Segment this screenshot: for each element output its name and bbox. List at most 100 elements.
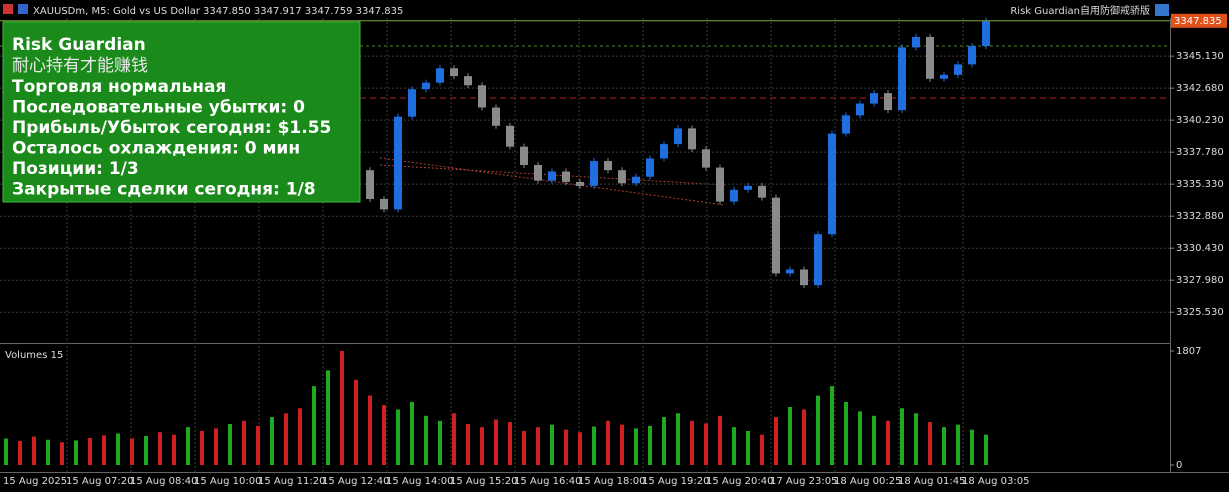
candle (492, 107, 500, 126)
x-tick-label: 15 Aug 11:20 (258, 476, 325, 487)
candle (926, 36, 934, 79)
volume-bar (676, 413, 680, 465)
candle (716, 167, 724, 202)
panel-line: Последовательные убытки: 0 (12, 98, 305, 118)
candle (772, 197, 780, 274)
volume-bar (564, 429, 568, 465)
candle (898, 47, 906, 111)
volume-bar (368, 395, 372, 465)
x-tick-label: 15 Aug 08:40 (130, 476, 197, 487)
volume-bar (326, 370, 330, 465)
volume-bar (928, 422, 932, 465)
volume-bar (872, 415, 876, 465)
candle (576, 181, 584, 186)
volume-bar (186, 427, 190, 465)
volume-bar (172, 434, 176, 465)
volume-bar (214, 428, 218, 465)
candle (646, 158, 654, 177)
panel-line: Торговля нормальная (12, 77, 226, 97)
volume-bar (60, 442, 64, 465)
volume-bar (648, 425, 652, 465)
indicator-name: Risk Guardian自用防御戒骄版 (1010, 4, 1150, 17)
volume-bar (424, 415, 428, 465)
volume-bar (144, 435, 148, 465)
x-tick-label: 18 Aug 03:05 (962, 476, 1029, 487)
volume-bar (900, 408, 904, 465)
volume-bar (102, 435, 106, 465)
volume-bar (312, 386, 316, 465)
candle (450, 68, 458, 77)
volume-bar (550, 424, 554, 465)
x-tick-label: 15 Aug 14:00 (386, 476, 453, 487)
volume-bar (466, 423, 470, 465)
panel-line: Позиции: 1/3 (12, 159, 139, 179)
volume-bar (130, 438, 134, 465)
candle (786, 269, 794, 274)
volume-bar (634, 428, 638, 465)
candle (982, 20, 990, 47)
y-tick-label: 0 (1176, 460, 1182, 471)
candle (744, 185, 752, 190)
panel-title: Risk Guardian (12, 35, 146, 55)
volume-bar (970, 429, 974, 465)
volume-bar (942, 427, 946, 465)
panel-line: Осталось охлаждения: 0 мин (12, 139, 300, 159)
y-tick-label: 3335.330 (1176, 179, 1224, 190)
candle (814, 234, 822, 286)
last-price-label: 3347.835 (1174, 16, 1222, 27)
volume-bar (410, 401, 414, 465)
x-tick-label: 15 Aug 20:40 (706, 476, 773, 487)
candle (688, 128, 696, 150)
candle (506, 125, 514, 147)
candle (674, 128, 682, 145)
volume-bar (270, 417, 274, 465)
candle (422, 82, 430, 90)
candle (842, 115, 850, 134)
volume-bar (284, 413, 288, 465)
volume-bar (956, 424, 960, 465)
volume-bar (704, 423, 708, 465)
volume-bar (788, 406, 792, 465)
volume-bar (914, 413, 918, 465)
last-price-tag (1171, 13, 1227, 28)
y-tick-label: 3342.680 (1176, 83, 1224, 94)
volume-bar (844, 401, 848, 465)
icon[interactable] (1155, 4, 1169, 16)
volume-bar (480, 427, 484, 465)
volume-bar (508, 422, 512, 465)
candle (800, 269, 808, 286)
x-tick-label: 15 Aug 18:00 (578, 476, 645, 487)
volume-bar (760, 434, 764, 465)
x-tick-label: 15 Aug 12:40 (322, 476, 389, 487)
volume-bar (46, 439, 50, 465)
x-tick-label: 15 Aug 07:20 (66, 476, 133, 487)
candle (604, 161, 612, 171)
candle (884, 93, 892, 111)
volume-bar (340, 351, 344, 465)
volume-bar (620, 424, 624, 465)
volume-bar (802, 409, 806, 465)
volume-bar (158, 432, 162, 465)
candle (828, 133, 836, 235)
volume-bar (662, 417, 666, 465)
volume-bar (88, 437, 92, 465)
candle (632, 176, 640, 184)
candle (562, 171, 570, 182)
candle (702, 149, 710, 168)
volume-bar (774, 417, 778, 465)
candle (478, 85, 486, 108)
volume-bar (32, 436, 36, 465)
volume-bar (858, 411, 862, 465)
panel-subtitle: 耐心持有才能赚钱 (12, 56, 148, 76)
volume-bar (690, 420, 694, 465)
candle (436, 68, 444, 83)
candle (548, 171, 556, 181)
volume-bar (4, 438, 8, 465)
volume-bar (256, 425, 260, 465)
y-tick-label: 3327.980 (1176, 275, 1224, 286)
candle (912, 36, 920, 48)
y-tick-label: 3337.780 (1176, 147, 1224, 158)
x-tick-label: 15 Aug 2025 (3, 476, 67, 487)
volume-bar (536, 427, 540, 465)
